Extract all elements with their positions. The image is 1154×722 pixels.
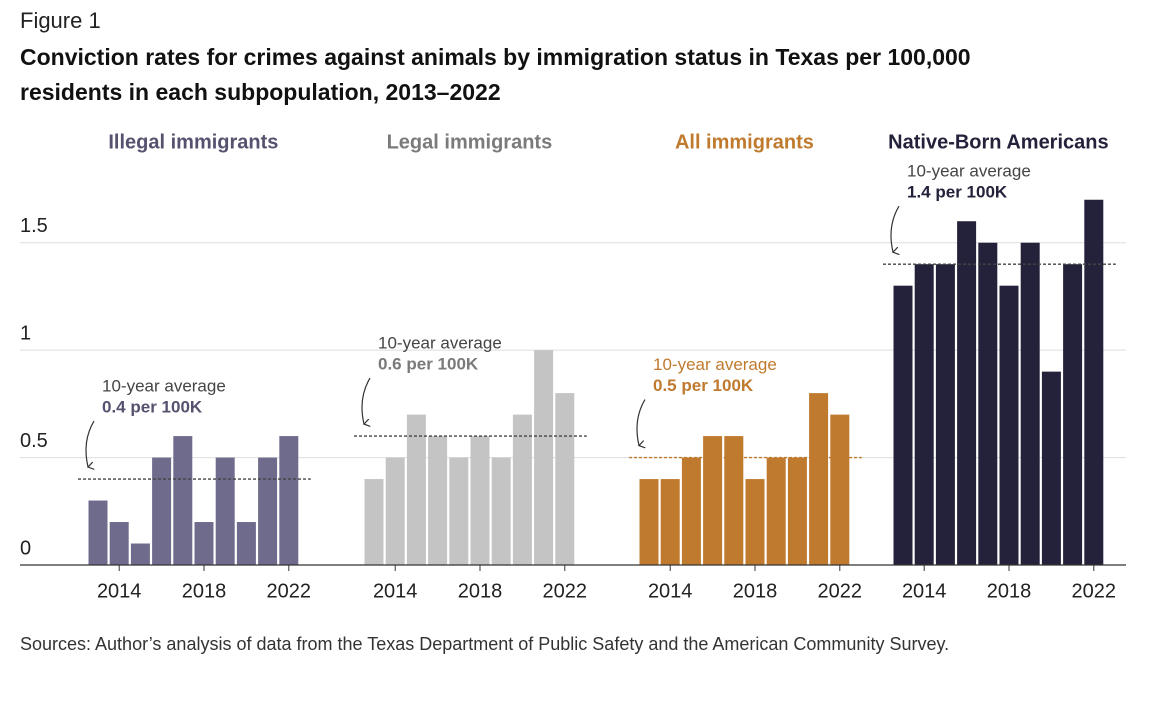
bar (449, 457, 469, 565)
bar (555, 393, 575, 565)
bar (1041, 371, 1061, 565)
panel-title: Illegal immigrants (108, 131, 278, 153)
bar (809, 393, 829, 565)
x-tick-label: 2022 (267, 580, 312, 602)
bar (724, 436, 744, 565)
chart-title: residents in each subpopulation, 2013–20… (20, 79, 501, 105)
bar (215, 457, 235, 565)
y-tick-label: 0.5 (20, 430, 48, 452)
bar (978, 242, 998, 565)
bar (88, 500, 108, 565)
bar (385, 457, 405, 565)
bar (173, 436, 193, 565)
bar (194, 522, 214, 565)
annotation-value: 0.4 per 100K (102, 398, 203, 417)
bar (279, 436, 299, 565)
chart-title: Conviction rates for crimes against anim… (20, 44, 971, 70)
y-tick-label: 1.5 (20, 215, 48, 237)
bar (258, 457, 278, 565)
bar (999, 285, 1019, 565)
bar (681, 457, 701, 565)
bar (109, 522, 129, 565)
bar (660, 479, 680, 565)
annotation: 10-year average (378, 334, 502, 353)
bar (512, 414, 532, 565)
bar (957, 221, 977, 565)
annotation-arrow (636, 399, 645, 446)
bar (914, 264, 934, 565)
annotation-value: 1.4 per 100K (907, 183, 1008, 202)
bar (1063, 264, 1083, 565)
bar (766, 457, 786, 565)
bar (428, 436, 448, 565)
bar (470, 436, 490, 565)
x-tick-label: 2014 (902, 580, 947, 602)
annotation-arrow (85, 420, 94, 467)
bar (639, 479, 659, 565)
annotation-value: 0.6 per 100K (378, 355, 479, 374)
annotation-value: 0.5 per 100K (653, 376, 754, 395)
annotation: 10-year average (102, 377, 226, 396)
bar (787, 457, 807, 565)
x-tick-label: 2022 (1072, 580, 1117, 602)
x-tick-label: 2014 (648, 580, 693, 602)
bar (534, 350, 554, 565)
x-tick-label: 2014 (97, 580, 142, 602)
bar (1084, 199, 1104, 565)
bar (364, 479, 384, 565)
x-tick-label: 2022 (543, 580, 588, 602)
bar (491, 457, 511, 565)
bar (1020, 242, 1040, 565)
y-tick-label: 1 (20, 322, 31, 344)
x-tick-label: 2014 (373, 580, 418, 602)
panel-title: Legal immigrants (387, 131, 553, 153)
source-note: Sources: Author’s analysis of data from … (20, 634, 949, 654)
x-tick-label: 2022 (818, 580, 863, 602)
bar (152, 457, 172, 565)
annotation-arrow (361, 377, 370, 424)
panel-title: All immigrants (675, 131, 814, 153)
annotation-arrow (890, 205, 899, 252)
bar (745, 479, 765, 565)
x-tick-label: 2018 (733, 580, 778, 602)
bar (893, 285, 913, 565)
x-tick-label: 2018 (987, 580, 1032, 602)
figure-label: Figure 1 (20, 8, 101, 33)
annotation: 10-year average (653, 355, 777, 374)
bar (236, 522, 256, 565)
x-tick-label: 2018 (458, 580, 503, 602)
y-tick-label: 0 (20, 537, 31, 559)
bar (935, 264, 955, 565)
bar (130, 543, 150, 565)
annotation: 10-year average (907, 162, 1031, 181)
bar (830, 414, 850, 565)
bar (406, 414, 426, 565)
bar (703, 436, 723, 565)
panel-title: Native-Born Americans (888, 131, 1108, 153)
x-tick-label: 2018 (182, 580, 227, 602)
